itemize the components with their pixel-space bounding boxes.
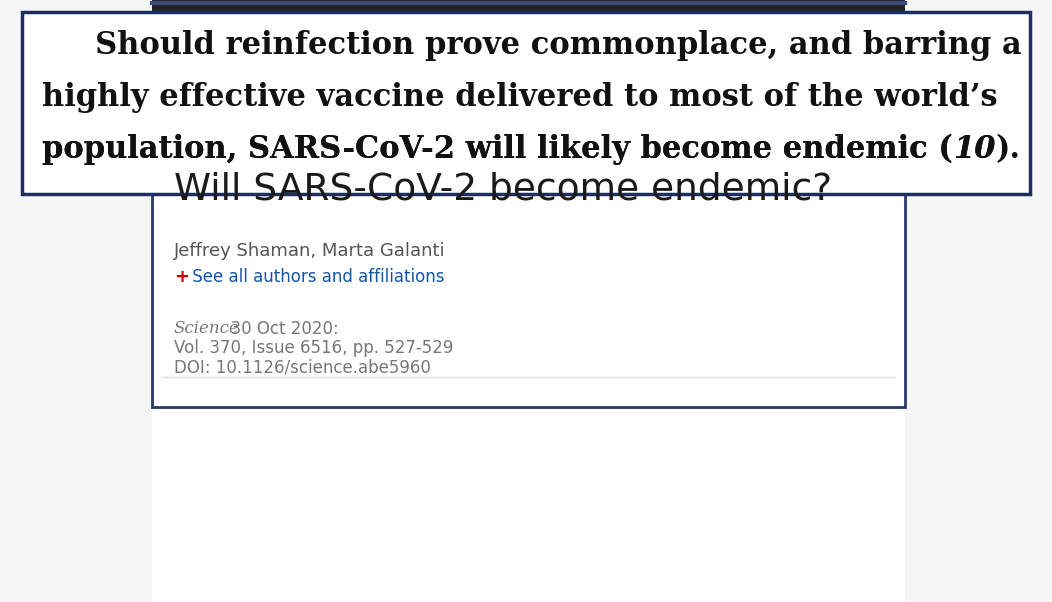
Text: Will SARS-CoV-2 become endemic?: Will SARS-CoV-2 become endemic? (174, 172, 832, 208)
Text: Science: Science (174, 24, 492, 102)
Bar (151, 0, 905, 602)
Text: DOI: 10.1126/science.abe5960: DOI: 10.1126/science.abe5960 (174, 358, 431, 376)
Bar (849, 63, 877, 67)
Text: 10: 10 (953, 134, 995, 165)
Text: highly effective vaccine delivered to most of the world’s: highly effective vaccine delivered to mo… (42, 82, 997, 113)
Text: population, SARS-CoV-2 will likely become endemic (: population, SARS-CoV-2 will likely becom… (42, 134, 953, 165)
Text: 30 Oct 2020:: 30 Oct 2020: (220, 320, 339, 338)
Text: 10: 10 (953, 134, 995, 165)
Text: +: + (174, 268, 189, 286)
Text: Should reinfection prove commonplace, and barring a: Should reinfection prove commonplace, an… (42, 30, 1021, 61)
Bar (849, 51, 877, 55)
Bar (151, 0, 905, 130)
Text: Science: Science (174, 320, 240, 337)
Text: ).: ). (995, 134, 1020, 165)
Bar (849, 75, 877, 79)
Text: population, SARS-CoV-2 will likely become endemic (: population, SARS-CoV-2 will likely becom… (42, 134, 953, 165)
Text: See all authors and affiliations: See all authors and affiliations (187, 268, 445, 286)
Bar (22, 12, 1030, 194)
Text: Vol. 370, Issue 6516, pp. 527-529: Vol. 370, Issue 6516, pp. 527-529 (174, 339, 453, 357)
Bar (151, 130, 905, 407)
Text: Jeffrey Shaman, Marta Galanti: Jeffrey Shaman, Marta Galanti (174, 242, 446, 260)
